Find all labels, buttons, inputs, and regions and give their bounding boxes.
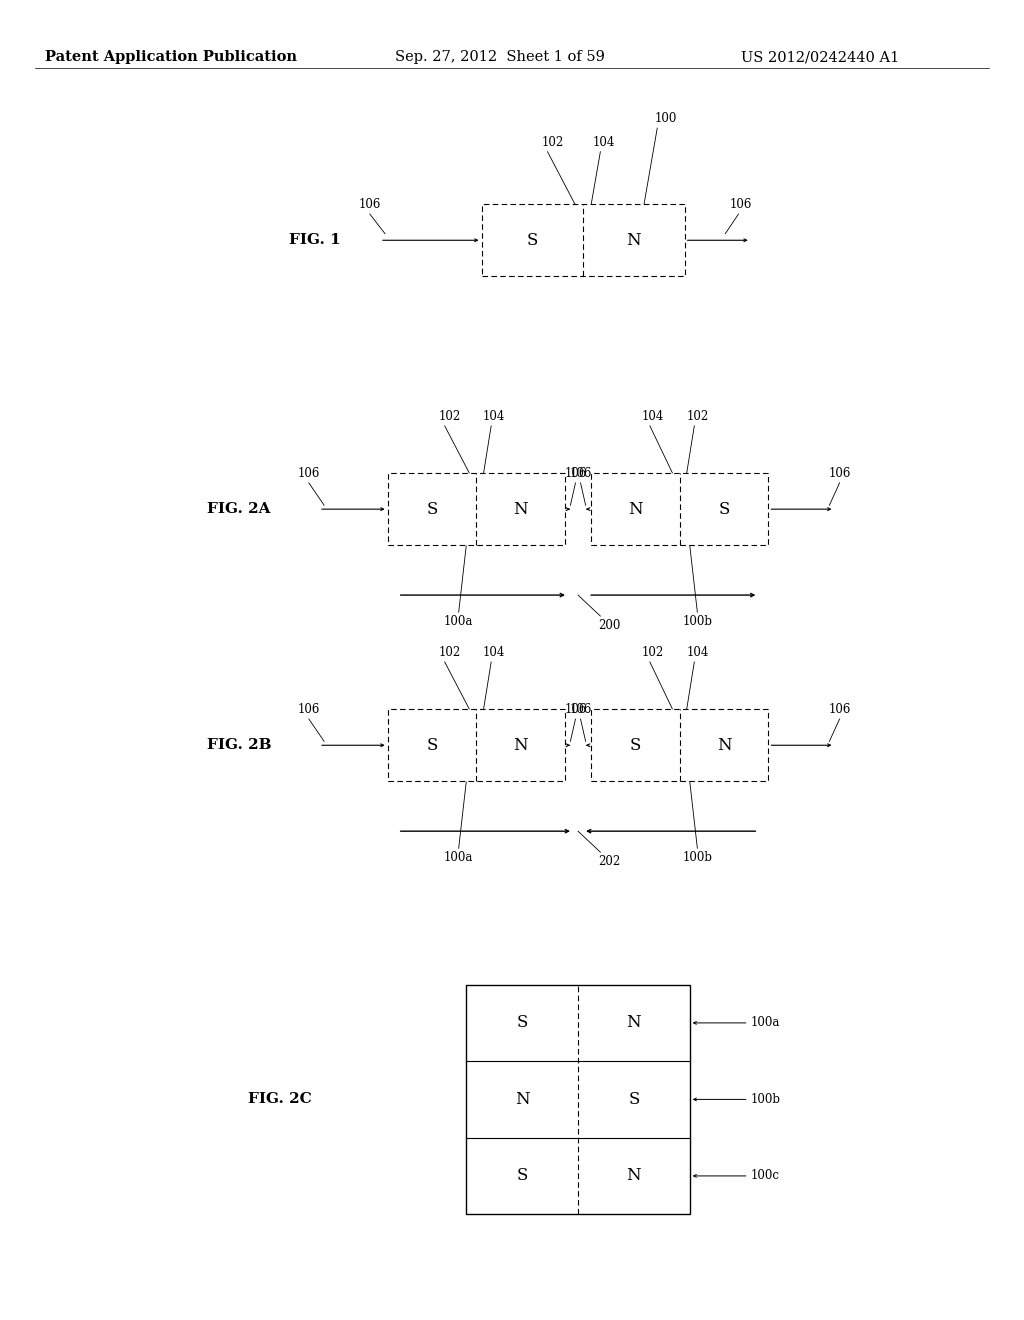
Text: Patent Application Publication: Patent Application Publication: [45, 50, 297, 65]
Text: 106: 106: [569, 467, 592, 480]
Text: S: S: [426, 737, 437, 754]
Text: N: N: [514, 500, 528, 517]
Text: 100a: 100a: [444, 851, 473, 863]
Text: 102: 102: [438, 411, 461, 424]
Text: 106: 106: [298, 467, 321, 480]
Text: FIG. 2B: FIG. 2B: [207, 738, 272, 752]
Text: 102: 102: [686, 411, 709, 424]
Text: 106: 106: [729, 198, 752, 211]
Text: S: S: [630, 737, 641, 754]
Text: US 2012/0242440 A1: US 2012/0242440 A1: [740, 50, 899, 65]
Bar: [387, 473, 565, 545]
Text: 104: 104: [592, 136, 614, 149]
Text: 106: 106: [298, 704, 321, 717]
Text: S: S: [718, 500, 730, 517]
Text: 100b: 100b: [682, 851, 713, 863]
Bar: [466, 985, 690, 1214]
Text: N: N: [514, 737, 528, 754]
Text: 200: 200: [598, 619, 621, 632]
Text: S: S: [516, 1167, 527, 1184]
Text: N: N: [627, 1014, 641, 1031]
Text: S: S: [628, 1090, 640, 1107]
Text: S: S: [526, 232, 538, 248]
Bar: [591, 473, 768, 545]
Text: FIG. 2C: FIG. 2C: [248, 1093, 311, 1106]
Text: 106: 106: [828, 704, 851, 717]
Text: 102: 102: [438, 647, 461, 660]
Bar: [481, 205, 685, 276]
Text: 104: 104: [483, 411, 506, 424]
Text: FIG. 2A: FIG. 2A: [207, 502, 270, 516]
Text: 100b: 100b: [751, 1093, 780, 1106]
Text: Sep. 27, 2012  Sheet 1 of 59: Sep. 27, 2012 Sheet 1 of 59: [395, 50, 605, 65]
Text: 106: 106: [569, 704, 592, 717]
Text: FIG. 1: FIG. 1: [289, 234, 340, 247]
Text: 106: 106: [564, 467, 587, 480]
Text: 106: 106: [564, 704, 587, 717]
Text: 100: 100: [654, 112, 677, 125]
Bar: [591, 709, 768, 781]
Text: 100a: 100a: [751, 1016, 780, 1030]
Text: 106: 106: [358, 198, 381, 211]
Text: 106: 106: [828, 467, 851, 480]
Text: 202: 202: [598, 855, 621, 867]
Text: 100b: 100b: [682, 615, 713, 628]
Text: 104: 104: [483, 647, 506, 660]
Text: 104: 104: [686, 647, 709, 660]
Text: N: N: [717, 737, 731, 754]
Text: 102: 102: [642, 647, 664, 660]
Text: N: N: [628, 500, 642, 517]
Text: N: N: [627, 1167, 641, 1184]
Bar: [387, 709, 565, 781]
Text: S: S: [516, 1014, 527, 1031]
Text: N: N: [627, 232, 641, 248]
Text: 102: 102: [542, 136, 564, 149]
Text: 100a: 100a: [444, 615, 473, 628]
Text: S: S: [426, 500, 437, 517]
Text: N: N: [515, 1090, 529, 1107]
Text: 104: 104: [642, 411, 665, 424]
Text: 100c: 100c: [751, 1170, 779, 1183]
